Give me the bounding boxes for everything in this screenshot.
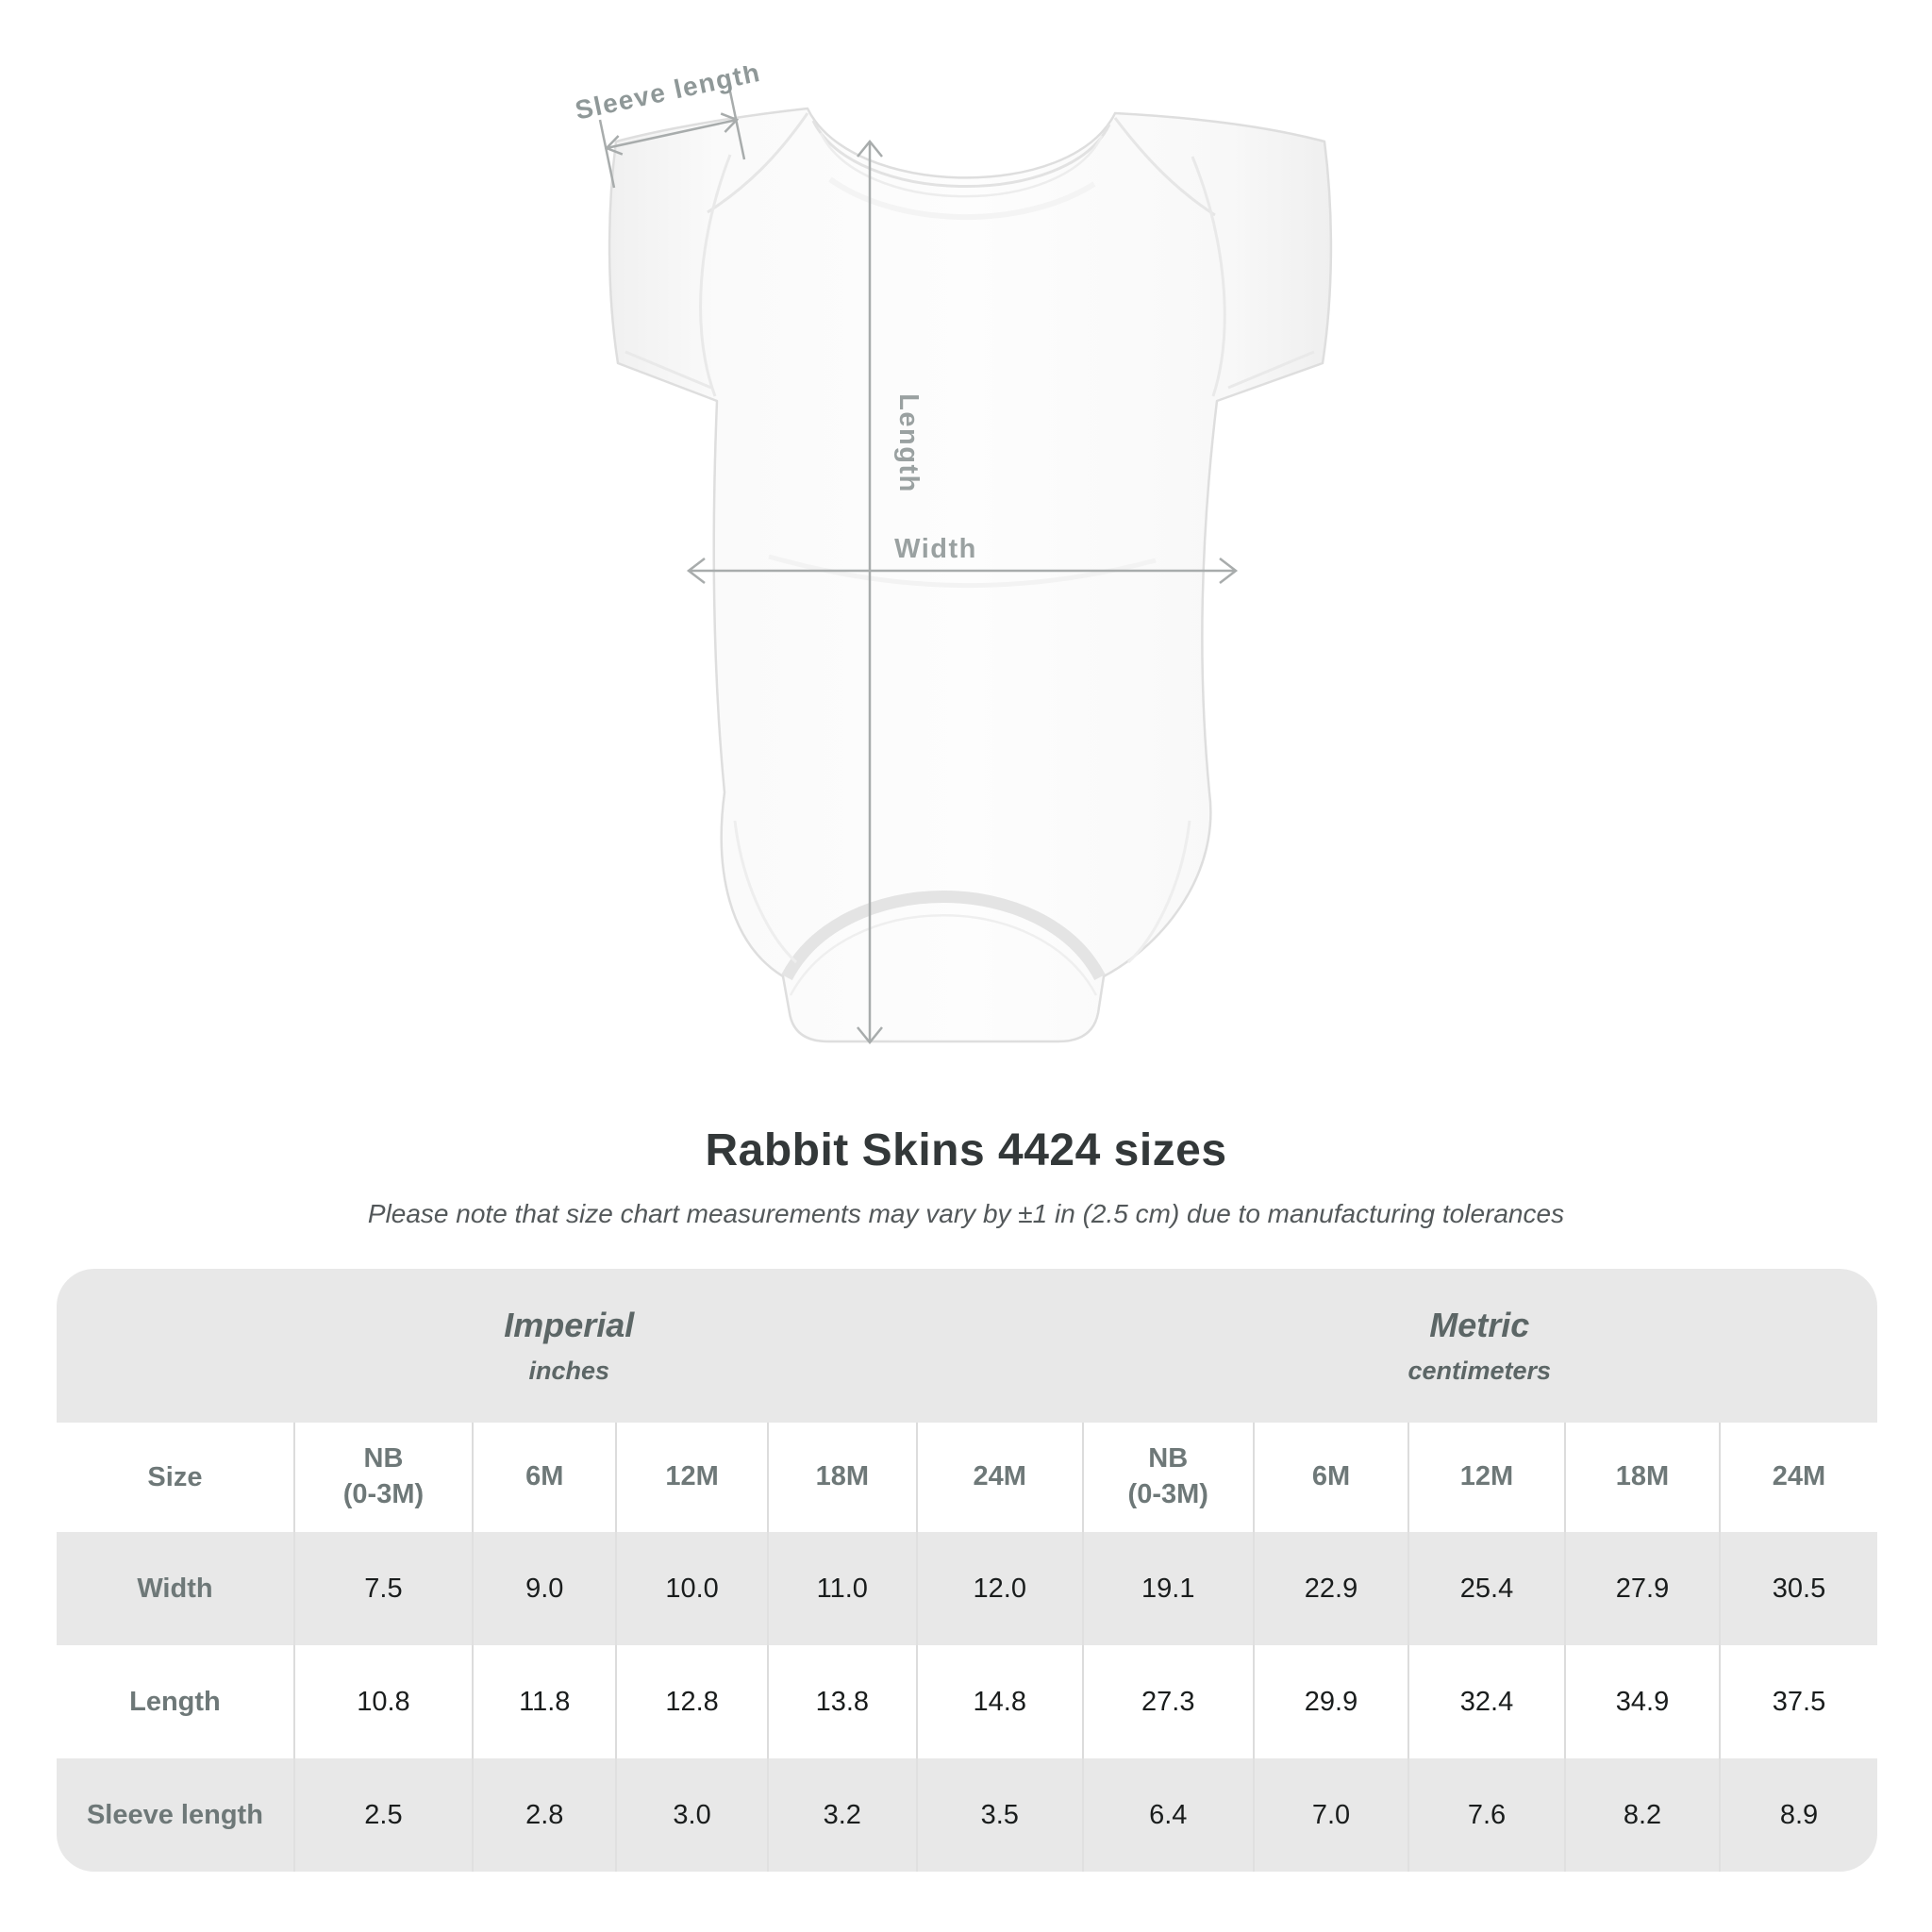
armhole-seam-right xyxy=(1191,156,1226,397)
table-row-width: Width 7.5 9.0 10.0 11.0 12.0 19.1 22.9 2… xyxy=(57,1532,1877,1645)
width-imperial-18m: 11.0 xyxy=(766,1532,916,1645)
size-col-imperial-nb: NB (0-3M) xyxy=(292,1423,473,1532)
width-metric-6m: 22.9 xyxy=(1252,1532,1407,1645)
leg-stitch-left xyxy=(733,820,798,964)
sleeve-imperial-6m: 2.8 xyxy=(472,1758,616,1872)
length-imperial-nb: 10.8 xyxy=(292,1645,473,1758)
size-header-row: Size NB (0-3M) 6M 12M 18M 24M NB (0-3M) … xyxy=(57,1423,1877,1532)
length-imperial-12m: 12.8 xyxy=(615,1645,767,1758)
width-imperial-nb: 7.5 xyxy=(292,1532,473,1645)
width-metric-nb: 19.1 xyxy=(1081,1532,1253,1645)
title-block: Rabbit Skins 4424 sizes Please note that… xyxy=(0,1124,1932,1229)
sleeve-extension-tick-left xyxy=(598,119,616,189)
sleeve-extension-tick-right xyxy=(728,91,746,160)
table-row-sleeve-length: Sleeve length 2.5 2.8 3.0 3.2 3.5 6.4 7.… xyxy=(57,1758,1877,1872)
row-label-length: Length xyxy=(57,1645,293,1758)
size-col-imperial-24m: 24M xyxy=(915,1423,1082,1532)
length-label: Length xyxy=(893,393,924,493)
size-col-sublabel: (0-3M) xyxy=(1127,1479,1208,1509)
metric-header: Metric centimeters xyxy=(1081,1269,1877,1423)
width-arrowhead-left xyxy=(686,558,706,584)
bodysuit-diagram: Sleeve length Length Width xyxy=(573,66,1333,1044)
width-imperial-12m: 10.0 xyxy=(615,1532,767,1645)
length-metric-18m: 34.9 xyxy=(1563,1645,1720,1758)
row-label-sleeve-length: Sleeve length xyxy=(57,1758,293,1872)
sleeve-imperial-12m: 3.0 xyxy=(615,1758,767,1872)
length-arrowhead-bottom xyxy=(857,1026,883,1044)
sleeve-metric-18m: 8.2 xyxy=(1563,1758,1720,1872)
length-imperial-18m: 13.8 xyxy=(766,1645,916,1758)
size-col-metric-18m: 18M xyxy=(1563,1423,1720,1532)
length-imperial-6m: 11.8 xyxy=(472,1645,616,1758)
size-col-label: NB xyxy=(363,1443,404,1474)
neckband-seam xyxy=(811,120,1111,188)
sleeve-hem-right xyxy=(1227,350,1315,390)
metric-unit: centimeters xyxy=(1407,1357,1552,1385)
metric-title: Metric xyxy=(1429,1306,1530,1344)
tolerance-note: Please note that size chart measurements… xyxy=(367,1199,1565,1228)
sleeve-imperial-18m: 3.2 xyxy=(766,1758,916,1872)
sleeve-hem-left xyxy=(625,350,712,390)
size-col-label: NB xyxy=(1148,1443,1189,1474)
sleeve-metric-nb: 6.4 xyxy=(1081,1758,1253,1872)
width-arrowhead-right xyxy=(1219,558,1239,584)
size-col-metric-nb: NB (0-3M) xyxy=(1081,1423,1253,1532)
leg-stitch-right xyxy=(1126,820,1191,964)
armhole-seam-left xyxy=(699,154,732,397)
sleeve-imperial-nb: 2.5 xyxy=(292,1758,473,1872)
size-col-metric-24m: 24M xyxy=(1719,1423,1877,1532)
row-label-width: Width xyxy=(57,1532,293,1645)
width-imperial-24m: 12.0 xyxy=(915,1532,1082,1645)
envelope-fold-left xyxy=(707,112,809,214)
bodysuit-silhouette xyxy=(608,107,1333,1043)
bodysuit-illustration xyxy=(608,107,1333,1043)
size-col-sublabel: (0-3M) xyxy=(342,1479,425,1509)
page-title: Rabbit Skins 4424 sizes xyxy=(705,1125,1227,1175)
neck-shadow xyxy=(828,176,1096,220)
crotch-stitch xyxy=(789,914,1098,996)
size-col-metric-12m: 12M xyxy=(1407,1423,1564,1532)
table-row-length: Length 10.8 11.8 12.8 13.8 14.8 27.3 29.… xyxy=(57,1645,1877,1758)
length-arrowhead-top xyxy=(857,140,883,158)
length-metric-6m: 29.9 xyxy=(1252,1645,1407,1758)
imperial-unit: inches xyxy=(528,1357,610,1385)
sleeve-imperial-24m: 3.5 xyxy=(915,1758,1082,1872)
sleeve-measure-line xyxy=(606,118,738,150)
unit-header-row: Imperial inches Metric centimeters xyxy=(57,1269,1877,1423)
size-row-label: Size xyxy=(57,1423,293,1532)
size-col-metric-6m: 6M xyxy=(1252,1423,1407,1532)
size-col-imperial-12m: 12M xyxy=(615,1423,767,1532)
width-metric-24m: 30.5 xyxy=(1719,1532,1877,1645)
width-metric-18m: 27.9 xyxy=(1563,1532,1720,1645)
length-metric-nb: 27.3 xyxy=(1081,1645,1253,1758)
envelope-fold-right xyxy=(1113,117,1216,217)
neckband-stitch xyxy=(819,132,1104,198)
size-col-imperial-18m: 18M xyxy=(766,1423,916,1532)
sleeve-metric-6m: 7.0 xyxy=(1252,1758,1407,1872)
width-label: Width xyxy=(894,534,977,564)
length-imperial-24m: 14.8 xyxy=(915,1645,1082,1758)
imperial-header: Imperial inches xyxy=(57,1269,1082,1423)
length-metric-24m: 37.5 xyxy=(1719,1645,1877,1758)
length-metric-12m: 32.4 xyxy=(1407,1645,1564,1758)
width-metric-12m: 25.4 xyxy=(1407,1532,1564,1645)
sleeve-metric-24m: 8.9 xyxy=(1719,1758,1877,1872)
width-imperial-6m: 9.0 xyxy=(472,1532,616,1645)
crotch-binding xyxy=(781,891,1106,981)
imperial-title: Imperial xyxy=(504,1306,635,1344)
fabric-wrinkle xyxy=(768,554,1157,589)
size-col-imperial-6m: 6M xyxy=(472,1423,616,1532)
size-table: Imperial inches Metric centimeters Size … xyxy=(57,1269,1877,1872)
sleeve-metric-12m: 7.6 xyxy=(1407,1758,1564,1872)
measurement-annotations xyxy=(598,91,1239,1044)
